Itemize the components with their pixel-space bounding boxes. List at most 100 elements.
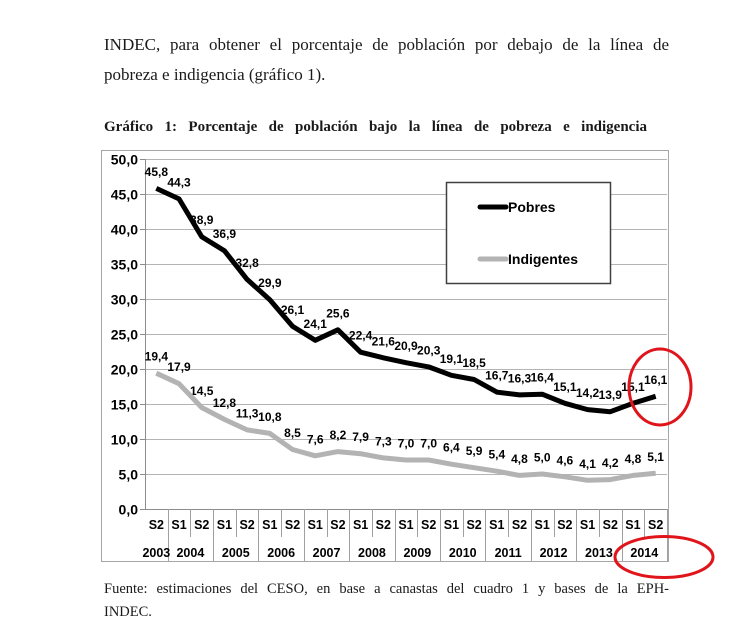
body-text-line-2: pobreza e indigencia (gráfico 1). <box>104 65 326 84</box>
data-label-indigentes: 4,6 <box>557 453 574 467</box>
legend-box <box>445 181 612 285</box>
y-tick-label: 20,0 <box>111 362 138 378</box>
y-tick-label: 30,0 <box>111 292 138 308</box>
data-label-pobres: 16,4 <box>530 371 554 385</box>
data-label-pobres: 26,1 <box>281 303 305 317</box>
y-tick-label: 45,0 <box>111 187 138 203</box>
body-text-line-1: INDEC, para obtener el porcentaje de pob… <box>104 35 669 54</box>
data-label-pobres: 16,7 <box>485 369 509 383</box>
x-semester-label: S2 <box>603 518 618 532</box>
y-tick-label: 0,0 <box>119 502 139 518</box>
x-semester-label: S2 <box>648 518 663 532</box>
x-semester-label: S2 <box>285 518 300 532</box>
x-semester-label: S2 <box>194 518 209 532</box>
data-label-pobres: 18,5 <box>462 356 486 370</box>
data-label-pobres: 19,1 <box>440 352 464 366</box>
x-year-label: 2004 <box>176 546 204 560</box>
x-semester-label: S1 <box>580 518 595 532</box>
y-tick-label: 50,0 <box>111 152 138 168</box>
x-semester-label: S2 <box>239 518 254 532</box>
data-label-indigentes: 7,0 <box>420 437 437 451</box>
data-label-indigentes: 5,9 <box>466 444 483 458</box>
x-axis: S2 S1 S2 S1 S2 S1 S2 S1 S2 S1 S2 S1 S2 S1 S2 S1 S2 S1 S2 S1… <box>140 509 668 561</box>
y-tick-label: 40,0 <box>111 222 138 238</box>
data-label-indigentes: 11,3 <box>236 406 259 420</box>
x-semester-label: S1 <box>489 518 504 532</box>
data-label-indigentes: 7,3 <box>375 434 392 448</box>
data-label-pobres: 16,1 <box>644 373 668 387</box>
figure-title: Gráfico 1: Porcentaje de población bajo … <box>104 119 647 135</box>
data-label-indigentes: 6,4 <box>443 441 460 455</box>
series-line-pobres <box>155 186 657 415</box>
x-semester-label: S1 <box>308 518 323 532</box>
data-label-pobres: 24,1 <box>304 317 328 331</box>
legend-label-indigentes: Indigentes <box>508 251 578 267</box>
x-semester-label: S2 <box>512 518 527 532</box>
series-lines <box>155 186 657 483</box>
data-label-indigentes: 17,9 <box>167 360 191 374</box>
data-label-pobres: 29,9 <box>258 276 282 290</box>
data-label-indigentes: 5,0 <box>534 451 551 465</box>
x-year-label: 2008 <box>358 546 386 560</box>
x-semester-label: S1 <box>262 518 277 532</box>
data-label-pobres: 15,1 <box>621 380 645 394</box>
x-semester-label: S2 <box>557 518 572 532</box>
data-label-indigentes: 7,0 <box>398 437 415 451</box>
y-tick-label: 10,0 <box>111 432 138 448</box>
data-labels: 45,844,338,936,932,829,926,124,125,622,4… <box>145 165 668 471</box>
source-note-line-2: INDEC. <box>104 604 152 620</box>
x-semester-label: S1 <box>444 518 459 532</box>
y-tick-label: 5,0 <box>119 467 139 483</box>
y-tick-label: 15,0 <box>111 397 138 413</box>
y-tick-label: 25,0 <box>111 327 138 343</box>
x-semester-label: S2 <box>376 518 391 532</box>
x-semester-label: S2 <box>149 518 164 532</box>
source-note-line-1: Fuente: estimaciones del CESO, en base a… <box>104 581 669 597</box>
data-label-indigentes: 8,2 <box>330 428 347 442</box>
x-year-label: 2014 <box>630 546 658 560</box>
x-year-label: 2009 <box>403 546 431 560</box>
data-label-indigentes: 7,6 <box>307 432 324 446</box>
data-label-indigentes: 5,1 <box>647 450 664 464</box>
y-tick-label: 35,0 <box>111 257 138 273</box>
data-label-indigentes: 14,5 <box>190 384 214 398</box>
x-semester-label: S2 <box>466 518 481 532</box>
data-label-pobres: 16,3 <box>508 371 532 385</box>
x-year-label: 2012 <box>540 546 568 560</box>
x-year-label: 2010 <box>449 546 477 560</box>
data-label-pobres: 15,1 <box>553 380 577 394</box>
highlight-circle-year-2014 <box>613 535 715 579</box>
data-label-pobres: 44,3 <box>167 175 191 189</box>
x-year-label: 2005 <box>222 546 250 560</box>
x-semester-label: S2 <box>330 518 345 532</box>
data-label-indigentes: 4,8 <box>625 452 642 466</box>
data-label-indigentes: 4,8 <box>511 452 528 466</box>
data-label-indigentes: 4,1 <box>579 457 596 471</box>
data-label-pobres: 21,6 <box>372 334 396 348</box>
x-semester-label: S1 <box>353 518 368 532</box>
data-label-pobres: 13,9 <box>599 388 623 402</box>
x-year-label: 2013 <box>585 546 613 560</box>
data-label-indigentes: 8,5 <box>284 426 301 440</box>
y-axis: 0,0 5,0 10,0 15,0 20,0 25,0 30,0 35,0 40,0 45,0 50… <box>111 152 146 518</box>
x-year-label: 2007 <box>313 546 341 560</box>
x-year-label: 2006 <box>267 546 295 560</box>
x-semester-label: S1 <box>217 518 232 532</box>
data-label-indigentes: 4,2 <box>602 456 619 470</box>
legend-label-pobres: Pobres <box>508 199 556 215</box>
data-label-indigentes: 19,4 <box>145 350 169 364</box>
data-label-pobres: 14,2 <box>576 386 600 400</box>
data-label-indigentes: 7,9 <box>352 430 369 444</box>
highlight-circle-last-value <box>627 347 693 427</box>
data-label-indigentes: 10,8 <box>258 410 282 424</box>
data-label-indigentes: 12,8 <box>213 396 237 410</box>
data-label-pobres: 22,4 <box>349 329 373 343</box>
legend: Pobres Indigentes <box>445 181 612 285</box>
data-label-pobres: 45,8 <box>145 165 169 179</box>
data-label-pobres: 25,6 <box>326 306 350 320</box>
x-semester-label: S1 <box>171 518 186 532</box>
series-line-indigentes <box>155 370 656 483</box>
data-label-pobres: 20,3 <box>417 343 441 357</box>
x-year-label: 2011 <box>495 546 522 560</box>
